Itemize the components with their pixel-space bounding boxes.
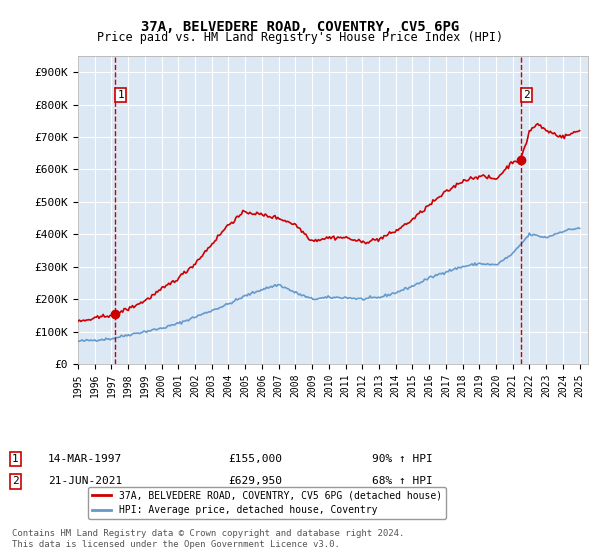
- Text: 21-JUN-2021: 21-JUN-2021: [48, 477, 122, 487]
- Text: 37A, BELVEDERE ROAD, COVENTRY, CV5 6PG: 37A, BELVEDERE ROAD, COVENTRY, CV5 6PG: [141, 20, 459, 34]
- Legend: 37A, BELVEDERE ROAD, COVENTRY, CV5 6PG (detached house), HPI: Average price, det: 37A, BELVEDERE ROAD, COVENTRY, CV5 6PG (…: [88, 487, 446, 519]
- Text: 1: 1: [12, 454, 19, 464]
- Text: £629,950: £629,950: [228, 477, 282, 487]
- Text: £155,000: £155,000: [228, 454, 282, 464]
- Text: 1: 1: [117, 90, 124, 100]
- Text: 90% ↑ HPI: 90% ↑ HPI: [372, 454, 433, 464]
- Text: Price paid vs. HM Land Registry's House Price Index (HPI): Price paid vs. HM Land Registry's House …: [97, 31, 503, 44]
- Text: Contains HM Land Registry data © Crown copyright and database right 2024.
This d: Contains HM Land Registry data © Crown c…: [12, 529, 404, 549]
- Text: 2: 2: [523, 90, 530, 100]
- Text: 14-MAR-1997: 14-MAR-1997: [48, 454, 122, 464]
- Text: 2: 2: [12, 477, 19, 487]
- Text: 68% ↑ HPI: 68% ↑ HPI: [372, 477, 433, 487]
